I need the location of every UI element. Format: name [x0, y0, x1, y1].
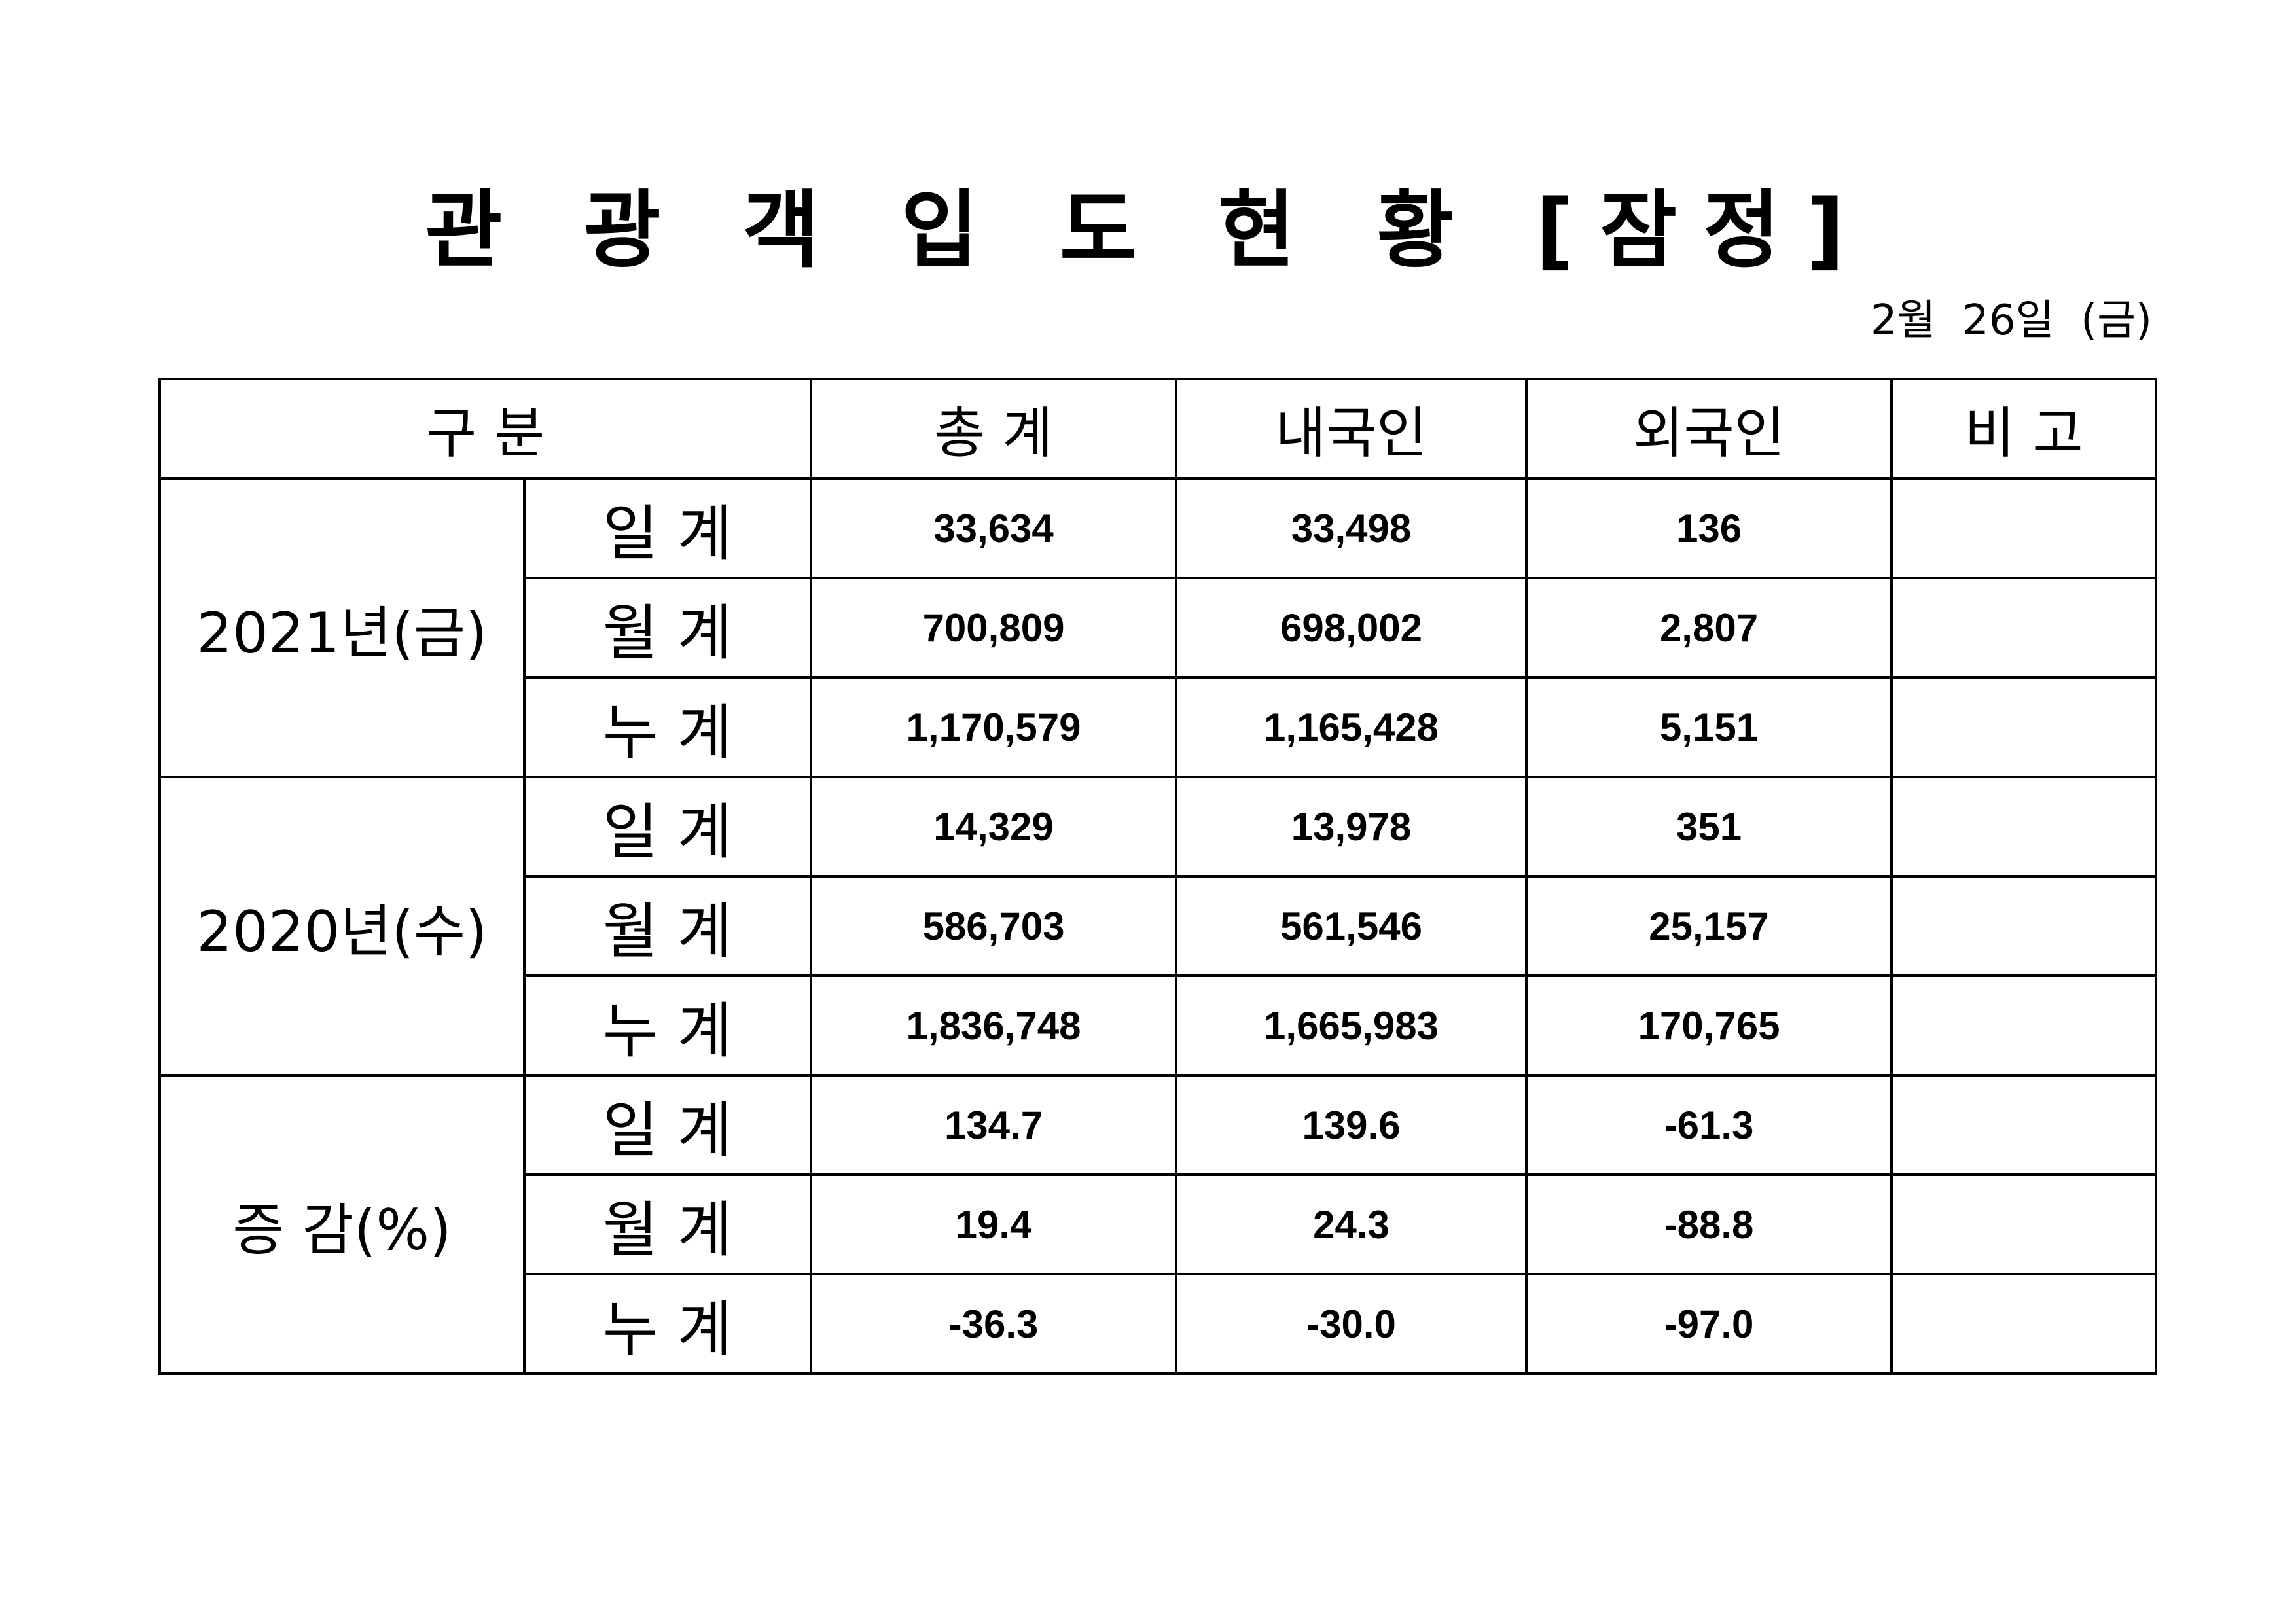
cell-domestic: 1,665,983: [1175, 974, 1528, 1077]
cell-remarks: [1890, 1273, 2158, 1375]
row-label: 일 계: [522, 1074, 813, 1176]
cell-foreign: 136: [1525, 477, 1893, 579]
group-label-2021: 2021년(금): [158, 477, 526, 778]
cell-domestic: -30.0: [1175, 1273, 1528, 1375]
cell-domestic: 1,165,428: [1175, 676, 1528, 778]
cell-total: -36.3: [810, 1273, 1178, 1375]
table-row: 증 감(%) 일 계 134.7 139.6 -61.3: [158, 1074, 2158, 1375]
cell-domestic: 561,546: [1175, 875, 1528, 977]
group-label-2020: 2020년(수): [158, 776, 526, 1077]
cell-total: 586,703: [810, 875, 1178, 977]
cell-foreign: 170,765: [1525, 974, 1893, 1077]
row-label: 누 계: [522, 676, 813, 778]
row-label: 월 계: [522, 577, 813, 679]
header-category: 구 분: [158, 378, 813, 480]
table-row: 월 계 586,703 561,546 25,157: [160, 875, 2158, 977]
cell-remarks: [1890, 676, 2158, 778]
cell-remarks: [1890, 1074, 2158, 1176]
cell-foreign: -61.3: [1525, 1074, 1893, 1176]
report-date: 2월 26일 (금): [1870, 296, 2152, 345]
cell-foreign: -88.8: [1525, 1173, 1893, 1275]
cell-total: 33,634: [810, 477, 1178, 579]
header-total: 총 계: [810, 378, 1178, 480]
cell-domestic: 33,498: [1175, 477, 1528, 579]
cell-total: 19.4: [810, 1173, 1178, 1275]
table-row: 월 계 700,809 698,002 2,807: [160, 577, 2158, 679]
header-remarks: 비 고: [1890, 378, 2158, 480]
cell-domestic: 139.6: [1175, 1074, 1528, 1176]
group-label-change: 증 감(%): [158, 1074, 526, 1375]
cell-remarks: [1890, 875, 2158, 977]
cell-total: 1,170,579: [810, 676, 1178, 778]
table-row: 2020년(수) 일 계 14,329 13,978 351: [158, 776, 2158, 1077]
table-row: 누 계 1,836,748 1,665,983 170,765: [160, 974, 2158, 1077]
cell-foreign: 5,151: [1525, 676, 1893, 778]
tourist-arrival-table: 구 분 총 계 내국인 외국인 비 고 2021년(금) 일 계 33,634 …: [158, 378, 2158, 1375]
row-label: 누 계: [522, 974, 813, 1077]
row-label: 일 계: [522, 477, 813, 579]
cell-total: 1,836,748: [810, 974, 1178, 1077]
table-row: 누 계 1,170,579 1,165,428 5,151: [160, 676, 2158, 778]
cell-total: 14,329: [810, 776, 1178, 878]
cell-remarks: [1890, 477, 2158, 579]
row-label: 누 계: [522, 1273, 813, 1375]
row-label: 월 계: [522, 1173, 813, 1275]
cell-domestic: 698,002: [1175, 577, 1528, 679]
cell-remarks: [1890, 776, 2158, 878]
cell-domestic: 13,978: [1175, 776, 1528, 878]
cell-foreign: 25,157: [1525, 875, 1893, 977]
cell-total: 134.7: [810, 1074, 1178, 1176]
header-foreign: 외국인: [1525, 378, 1893, 480]
page-title: 관 광 객 입 도 현 황 [잠정]: [425, 182, 1871, 279]
cell-domestic: 24.3: [1175, 1173, 1528, 1275]
header-domestic: 내국인: [1175, 378, 1528, 480]
cell-remarks: [1890, 1173, 2158, 1275]
cell-remarks: [1890, 974, 2158, 1077]
row-label: 월 계: [522, 875, 813, 977]
cell-total: 700,809: [810, 577, 1178, 679]
cell-foreign: 351: [1525, 776, 1893, 878]
row-label: 일 계: [522, 776, 813, 878]
cell-foreign: -97.0: [1525, 1273, 1893, 1375]
table-row: 2021년(금) 일 계 33,634 33,498 136: [158, 477, 2158, 778]
table-row: 월 계 19.4 24.3 -88.8: [160, 1173, 2158, 1275]
cell-foreign: 2,807: [1525, 577, 1893, 679]
cell-remarks: [1890, 577, 2158, 679]
table-row: 누 계 -36.3 -30.0 -97.0: [160, 1273, 2158, 1375]
table-header-row: 구 분 총 계 내국인 외국인 비 고: [158, 378, 2158, 480]
